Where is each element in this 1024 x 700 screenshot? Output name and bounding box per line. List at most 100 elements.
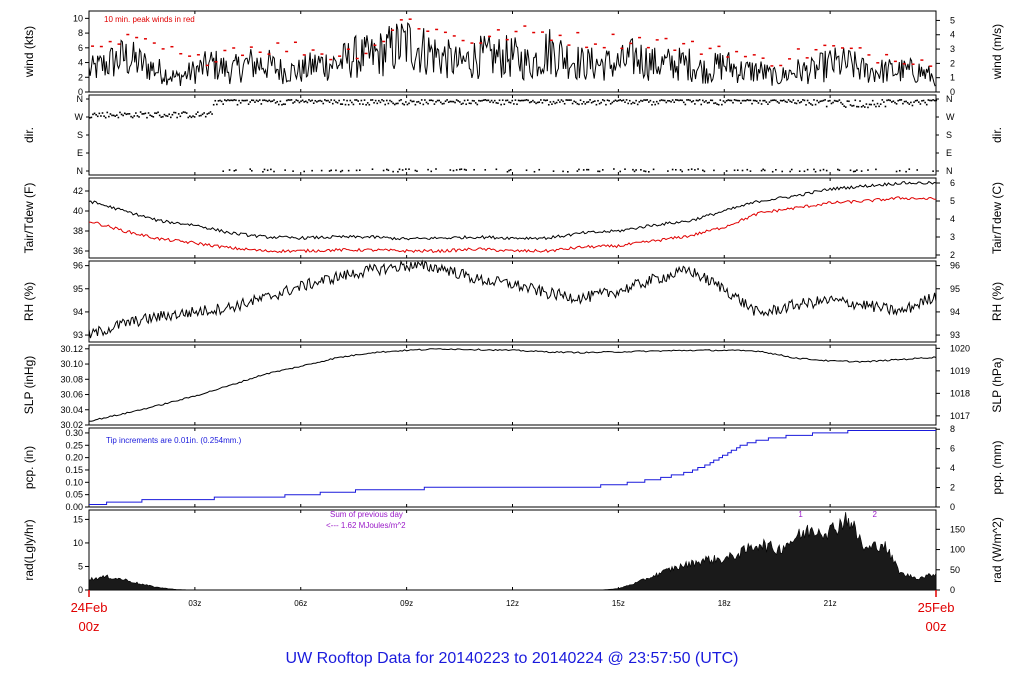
x-tick-label: 15z [612,599,625,608]
y-tick-label-left: 30.06 [60,390,83,400]
dir-point [208,112,210,115]
dir-point [649,99,652,102]
dir-point [918,101,920,103]
dir-point [560,99,563,101]
dir-point [713,169,715,172]
dir-point [635,99,637,102]
dir-point [95,114,97,116]
dir-point [679,99,682,101]
dir-point [493,99,496,102]
dir-point [919,103,922,105]
rad-marker-1: 1 [798,510,803,519]
dir-point [562,170,564,173]
dir-point [709,99,712,102]
dir-point [892,100,895,102]
dir-point [668,100,671,102]
peak-wind-marker [126,33,130,36]
dir-point [837,100,839,103]
dir-point [870,103,872,106]
dir-point [414,103,417,106]
dir-point [632,168,634,171]
y-tick-label-left: S [77,130,83,140]
dir-point [131,116,134,119]
dir-point [460,168,463,170]
dir-point [841,103,844,105]
x-start-hour: 00z [79,619,100,634]
peak-wind-marker [585,46,589,49]
x-tick-label: 21z [824,599,837,608]
x-tick-label: 18z [718,599,731,608]
peak-wind-marker [523,25,527,27]
dir-point [581,103,583,105]
dir-point [525,99,528,101]
dir-point [352,103,355,106]
dir-point [925,103,928,106]
peak-wind-marker [849,47,853,50]
dir-point [149,114,151,117]
rh-line [88,259,937,339]
dir-point [547,103,550,106]
dir-point [797,99,799,102]
dir-point [576,170,579,172]
y-tick-label-left: N [77,166,84,176]
peak-wind-marker [620,47,624,50]
dir-point [285,99,288,102]
dir-point [335,169,337,172]
dir-point [895,170,898,173]
dir-point [633,170,636,173]
dir-point [185,112,188,114]
dir-point [598,102,601,105]
dir-point [621,99,623,102]
dir-point [333,99,336,102]
dir-point [249,168,252,170]
dir-point [430,170,433,173]
dir-point [648,170,650,173]
dir-point [98,112,101,115]
dir-point [392,170,394,173]
peak-wind-marker [805,57,809,59]
dir-point [130,115,132,118]
dir-point [474,102,477,104]
dir-point [738,99,741,102]
peak-wind-marker [355,57,359,60]
dir-point [257,100,259,103]
dir-point [320,100,323,103]
dir-point [667,99,669,102]
dir-point [867,106,869,109]
peak-wind-marker [320,53,324,55]
dir-point [838,99,841,101]
dir-point [435,168,437,170]
dir-point [466,99,469,101]
dir-point [206,113,209,115]
dir-point [538,101,541,103]
dir-point [201,113,204,116]
dir-point [254,101,256,103]
peak-wind-marker [223,49,227,52]
dir-point [479,100,482,102]
peak-wind-marker [417,28,421,30]
peak-wind-marker [532,31,536,34]
dir-point [284,169,286,171]
dir-point [96,115,99,118]
dir-point [384,103,386,106]
y-tick-label-right: 5 [950,196,955,206]
dir-point [590,101,593,104]
dir-point [328,170,331,172]
dir-point [773,99,776,101]
dir-point [544,99,547,102]
dir-point [879,103,882,105]
y-tick-label-left: 0.05 [65,490,83,500]
dir-point [92,113,94,116]
peak-wind-marker [470,42,474,44]
dir-point [798,101,801,104]
dir-point [598,170,601,173]
dir-point [235,99,237,102]
dir-point [460,103,463,105]
dir-point [571,102,574,105]
dir-point [775,99,777,102]
peak-wind-marker [770,65,774,67]
dir-point [848,100,850,103]
dir-point [613,100,615,103]
dir-point [330,169,332,172]
dir-point [749,99,752,102]
